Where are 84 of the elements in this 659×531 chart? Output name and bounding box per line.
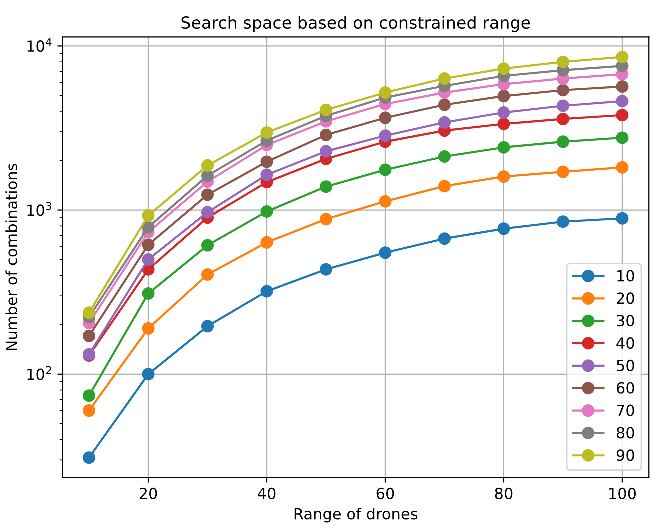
point: [556, 100, 570, 112]
point: [320, 104, 332, 116]
y-axis-title: Number of combinations: [6, 164, 18, 350]
point: [142, 288, 155, 300]
point: [320, 128, 332, 142]
point: [556, 136, 570, 148]
chart-title: Search space based on constrained range: [182, 16, 530, 32]
point: [142, 253, 155, 266]
point: [320, 213, 332, 226]
point: [498, 106, 510, 120]
point: [379, 112, 392, 124]
x-tick-label: 20: [140, 488, 158, 500]
point: [202, 188, 214, 202]
point: [142, 238, 155, 252]
point: [438, 98, 451, 112]
point: [202, 206, 214, 219]
point: [556, 166, 570, 178]
point: [379, 246, 392, 260]
point: [202, 320, 214, 333]
point: [83, 306, 96, 320]
point: [379, 130, 392, 142]
legend-label: 70: [617, 404, 634, 416]
point: [616, 161, 629, 174]
point: [142, 368, 155, 381]
point: [379, 164, 392, 176]
point: [320, 145, 332, 158]
point: [83, 404, 96, 418]
point: [320, 263, 332, 276]
legend-label: 60: [616, 382, 634, 394]
point: [616, 95, 629, 108]
point: [498, 90, 510, 103]
point: [616, 50, 629, 64]
point: [556, 112, 570, 126]
point: [142, 322, 155, 335]
legend-label: 30: [617, 315, 634, 327]
point: [438, 150, 451, 163]
point: [260, 285, 274, 298]
legend-label: 50: [617, 360, 634, 372]
x-tick-label: 100: [610, 488, 636, 500]
y-tick-label: 10$^{3}$: [28, 202, 52, 216]
x-tick-label: 60: [376, 488, 394, 500]
point: [260, 156, 274, 168]
point: [616, 80, 629, 94]
point: [616, 132, 629, 144]
y-tick-label: 10$^{4}$: [28, 38, 52, 52]
point: [202, 268, 214, 281]
point: [202, 239, 214, 252]
point: [498, 62, 510, 76]
point: [616, 109, 629, 122]
legend-label: 80: [616, 427, 634, 439]
point: [142, 221, 155, 234]
point: [498, 118, 510, 130]
point: [438, 116, 451, 129]
legend-label: 10: [618, 270, 634, 282]
point: [83, 330, 96, 342]
point: [556, 56, 570, 68]
point: [556, 216, 570, 228]
point: [438, 180, 451, 193]
point: [438, 232, 451, 246]
point: [202, 159, 214, 172]
point: [379, 195, 392, 208]
point: [260, 236, 274, 249]
point: [260, 126, 274, 139]
point: [142, 210, 155, 222]
point: [379, 86, 392, 100]
point: [498, 170, 510, 184]
point: [260, 205, 274, 218]
point: [438, 72, 451, 86]
legend-label: 20: [617, 292, 634, 304]
x-axis-title: Range of drones: [294, 508, 418, 523]
x-tick-label: 80: [495, 488, 513, 500]
y-tick-label: 10$^{2}$: [28, 366, 52, 380]
point: [260, 168, 274, 182]
point: [498, 141, 510, 154]
legend-label: 90: [616, 450, 634, 462]
legend-label: 40: [616, 338, 634, 350]
point: [83, 390, 96, 402]
point: [83, 452, 96, 464]
point: [320, 180, 332, 194]
point: [556, 84, 570, 97]
point: [616, 212, 629, 225]
point: [202, 170, 214, 182]
point: [498, 222, 510, 236]
x-tick-label: 40: [258, 488, 276, 500]
